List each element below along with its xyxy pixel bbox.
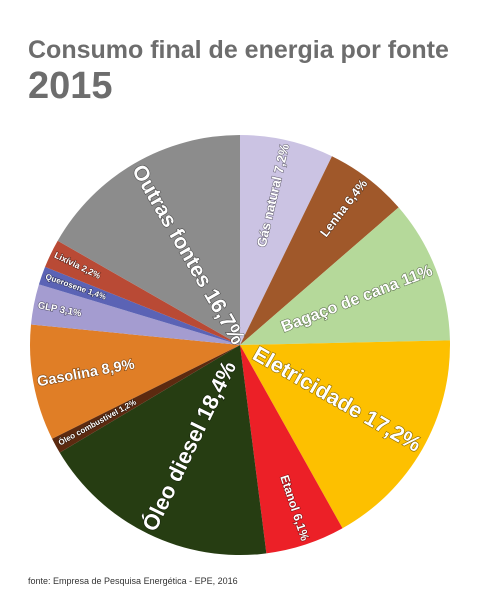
source: fonte: Empresa de Pesquisa Energética - …: [28, 576, 238, 586]
pie-slice: [240, 345, 343, 554]
pie: Gás natural 7,2%Lenha 6,4%Bagaço de cana…: [30, 135, 450, 555]
pie-slice: [240, 156, 399, 345]
chart-title: Consumo final de energia por fonte: [28, 36, 449, 64]
slice-value: 7,2%: [271, 142, 292, 175]
pie-slice: [57, 135, 241, 345]
slice-value: 3,1%: [59, 304, 83, 319]
pie-slice: [30, 284, 240, 345]
pie-slice: [240, 340, 450, 529]
pie-slice: [240, 135, 332, 345]
pie-slice: [240, 207, 450, 345]
slice-value: 8,9%: [100, 356, 136, 378]
pie-slice: [30, 324, 241, 439]
pie-slice: [38, 266, 240, 345]
slice-name: GLP: [37, 300, 59, 315]
pie-slice: [45, 240, 241, 345]
pie-slice: [59, 345, 267, 555]
slice-label: GLP 3,1%: [37, 300, 83, 319]
chart-subtitle: 2015: [28, 65, 113, 107]
pie-slice: [52, 345, 241, 453]
